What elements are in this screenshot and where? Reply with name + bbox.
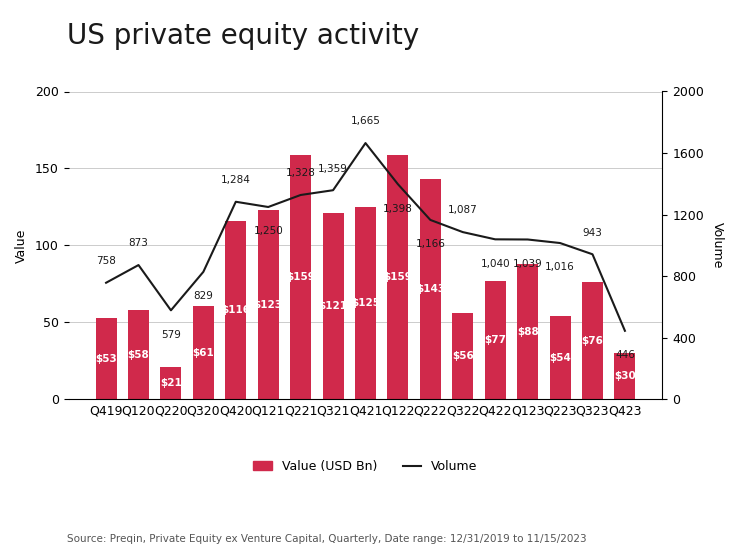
Text: $159: $159 [384,272,412,282]
Bar [128,310,149,399]
Text: 758: 758 [96,256,116,266]
Text: 579: 579 [161,330,181,340]
Bar [550,316,571,399]
Text: 1,166: 1,166 [415,239,446,249]
Bar [387,155,409,399]
Bar [452,314,473,399]
Text: 1,328: 1,328 [286,168,316,178]
Text: $76: $76 [582,336,604,346]
Text: 1,359: 1,359 [318,163,348,174]
Bar [517,264,538,399]
Bar [582,283,603,399]
Text: Source: Preqin, Private Equity ex Venture Capital, Quarterly, Date range: 12/31/: Source: Preqin, Private Equity ex Ventur… [67,535,586,544]
Text: $56: $56 [452,351,474,361]
Bar [355,207,376,399]
Text: 873: 873 [129,238,149,249]
Text: $125: $125 [351,298,380,308]
Text: 1,284: 1,284 [221,175,251,185]
Text: $116: $116 [221,305,251,315]
Text: $88: $88 [517,327,539,337]
Y-axis label: Value: Value [15,228,28,263]
Y-axis label: Volume: Volume [711,222,724,269]
Text: 943: 943 [582,228,602,238]
Bar [614,353,636,399]
Bar [485,281,505,399]
Bar [160,367,182,399]
Text: 1,039: 1,039 [513,259,542,269]
Text: 1,398: 1,398 [383,204,413,213]
Text: $159: $159 [286,272,315,282]
Text: $54: $54 [549,353,571,363]
Bar [290,155,311,399]
Text: $143: $143 [416,284,445,294]
Text: $21: $21 [160,378,182,388]
Text: 1,087: 1,087 [448,206,477,216]
Text: 1,250: 1,250 [253,227,283,236]
Text: $58: $58 [128,350,149,360]
Text: $121: $121 [319,301,347,311]
Bar [95,318,117,399]
Bar [420,179,441,399]
Bar [258,210,279,399]
Text: US private equity activity: US private equity activity [67,22,418,50]
Legend: Value (USD Bn), Volume: Value (USD Bn), Volume [248,455,483,478]
Text: $61: $61 [192,348,214,358]
Text: $123: $123 [253,300,283,310]
Text: 1,665: 1,665 [350,117,381,126]
Text: 1,040: 1,040 [480,259,510,269]
Text: 1,016: 1,016 [545,262,575,272]
Text: 446: 446 [615,350,635,360]
Text: $77: $77 [484,335,506,345]
Bar [225,221,246,399]
Bar [322,213,344,399]
Text: $30: $30 [614,371,636,381]
Text: $53: $53 [95,354,117,364]
Bar [193,306,214,399]
Text: 829: 829 [194,292,214,301]
